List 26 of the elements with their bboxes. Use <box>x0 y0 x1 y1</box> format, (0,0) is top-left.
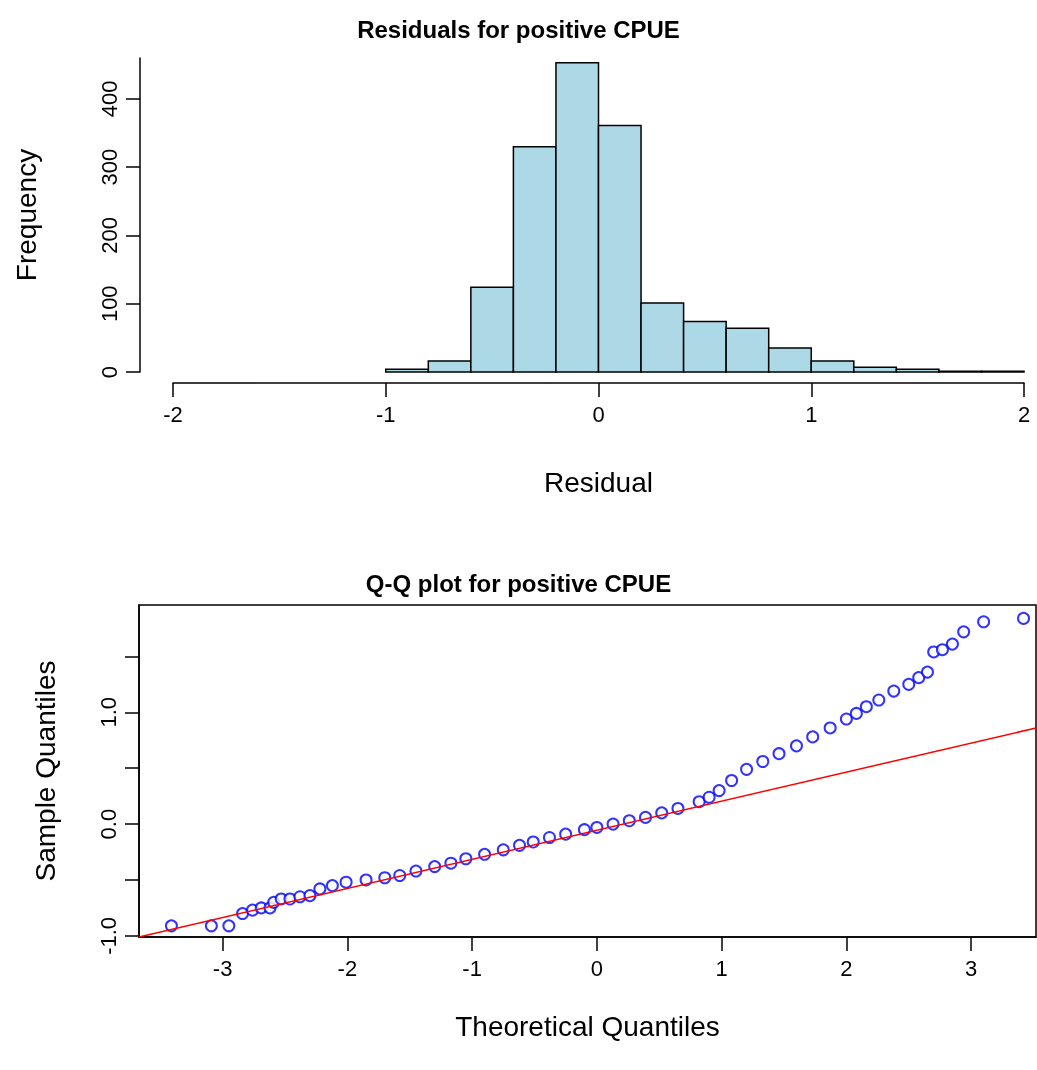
y-tick-label: 300 <box>96 148 122 186</box>
chart-title: Q-Q plot for positive CPUE <box>365 569 672 597</box>
x-tick-label: 1 <box>805 401 818 427</box>
chart-title: Residuals for positive CPUE <box>357 15 680 43</box>
x-tick-label: 2 <box>1017 401 1031 427</box>
x-tick-label: 2 <box>840 955 853 981</box>
y-axis-title: Frequency <box>10 148 42 282</box>
x-tick-label: -1 <box>375 401 396 427</box>
y-tick-label: 0.0 <box>95 808 121 840</box>
y-axis-title: Sample Quantiles <box>29 660 61 882</box>
x-tick-label: 0 <box>590 955 603 981</box>
x-tick-label: 1 <box>715 955 728 981</box>
y-tick-label: 400 <box>96 80 122 118</box>
x-tick-label: -2 <box>337 955 358 981</box>
x-axis-title: Theoretical Quantiles <box>455 1010 720 1042</box>
y-tick-label: -1.0 <box>95 916 121 955</box>
x-tick-label: 3 <box>965 955 978 981</box>
x-tick-label: -3 <box>212 955 233 981</box>
y-tick-label: 1.0 <box>95 697 121 728</box>
x-axis-title: Residual <box>544 466 653 498</box>
y-tick-label: 0 <box>96 365 122 379</box>
x-tick-label: -2 <box>163 401 183 427</box>
x-tick-label: 0 <box>592 401 605 427</box>
x-tick-label: -1 <box>462 955 482 981</box>
y-tick-label: 100 <box>96 285 122 323</box>
y-tick-label: 200 <box>96 217 122 254</box>
